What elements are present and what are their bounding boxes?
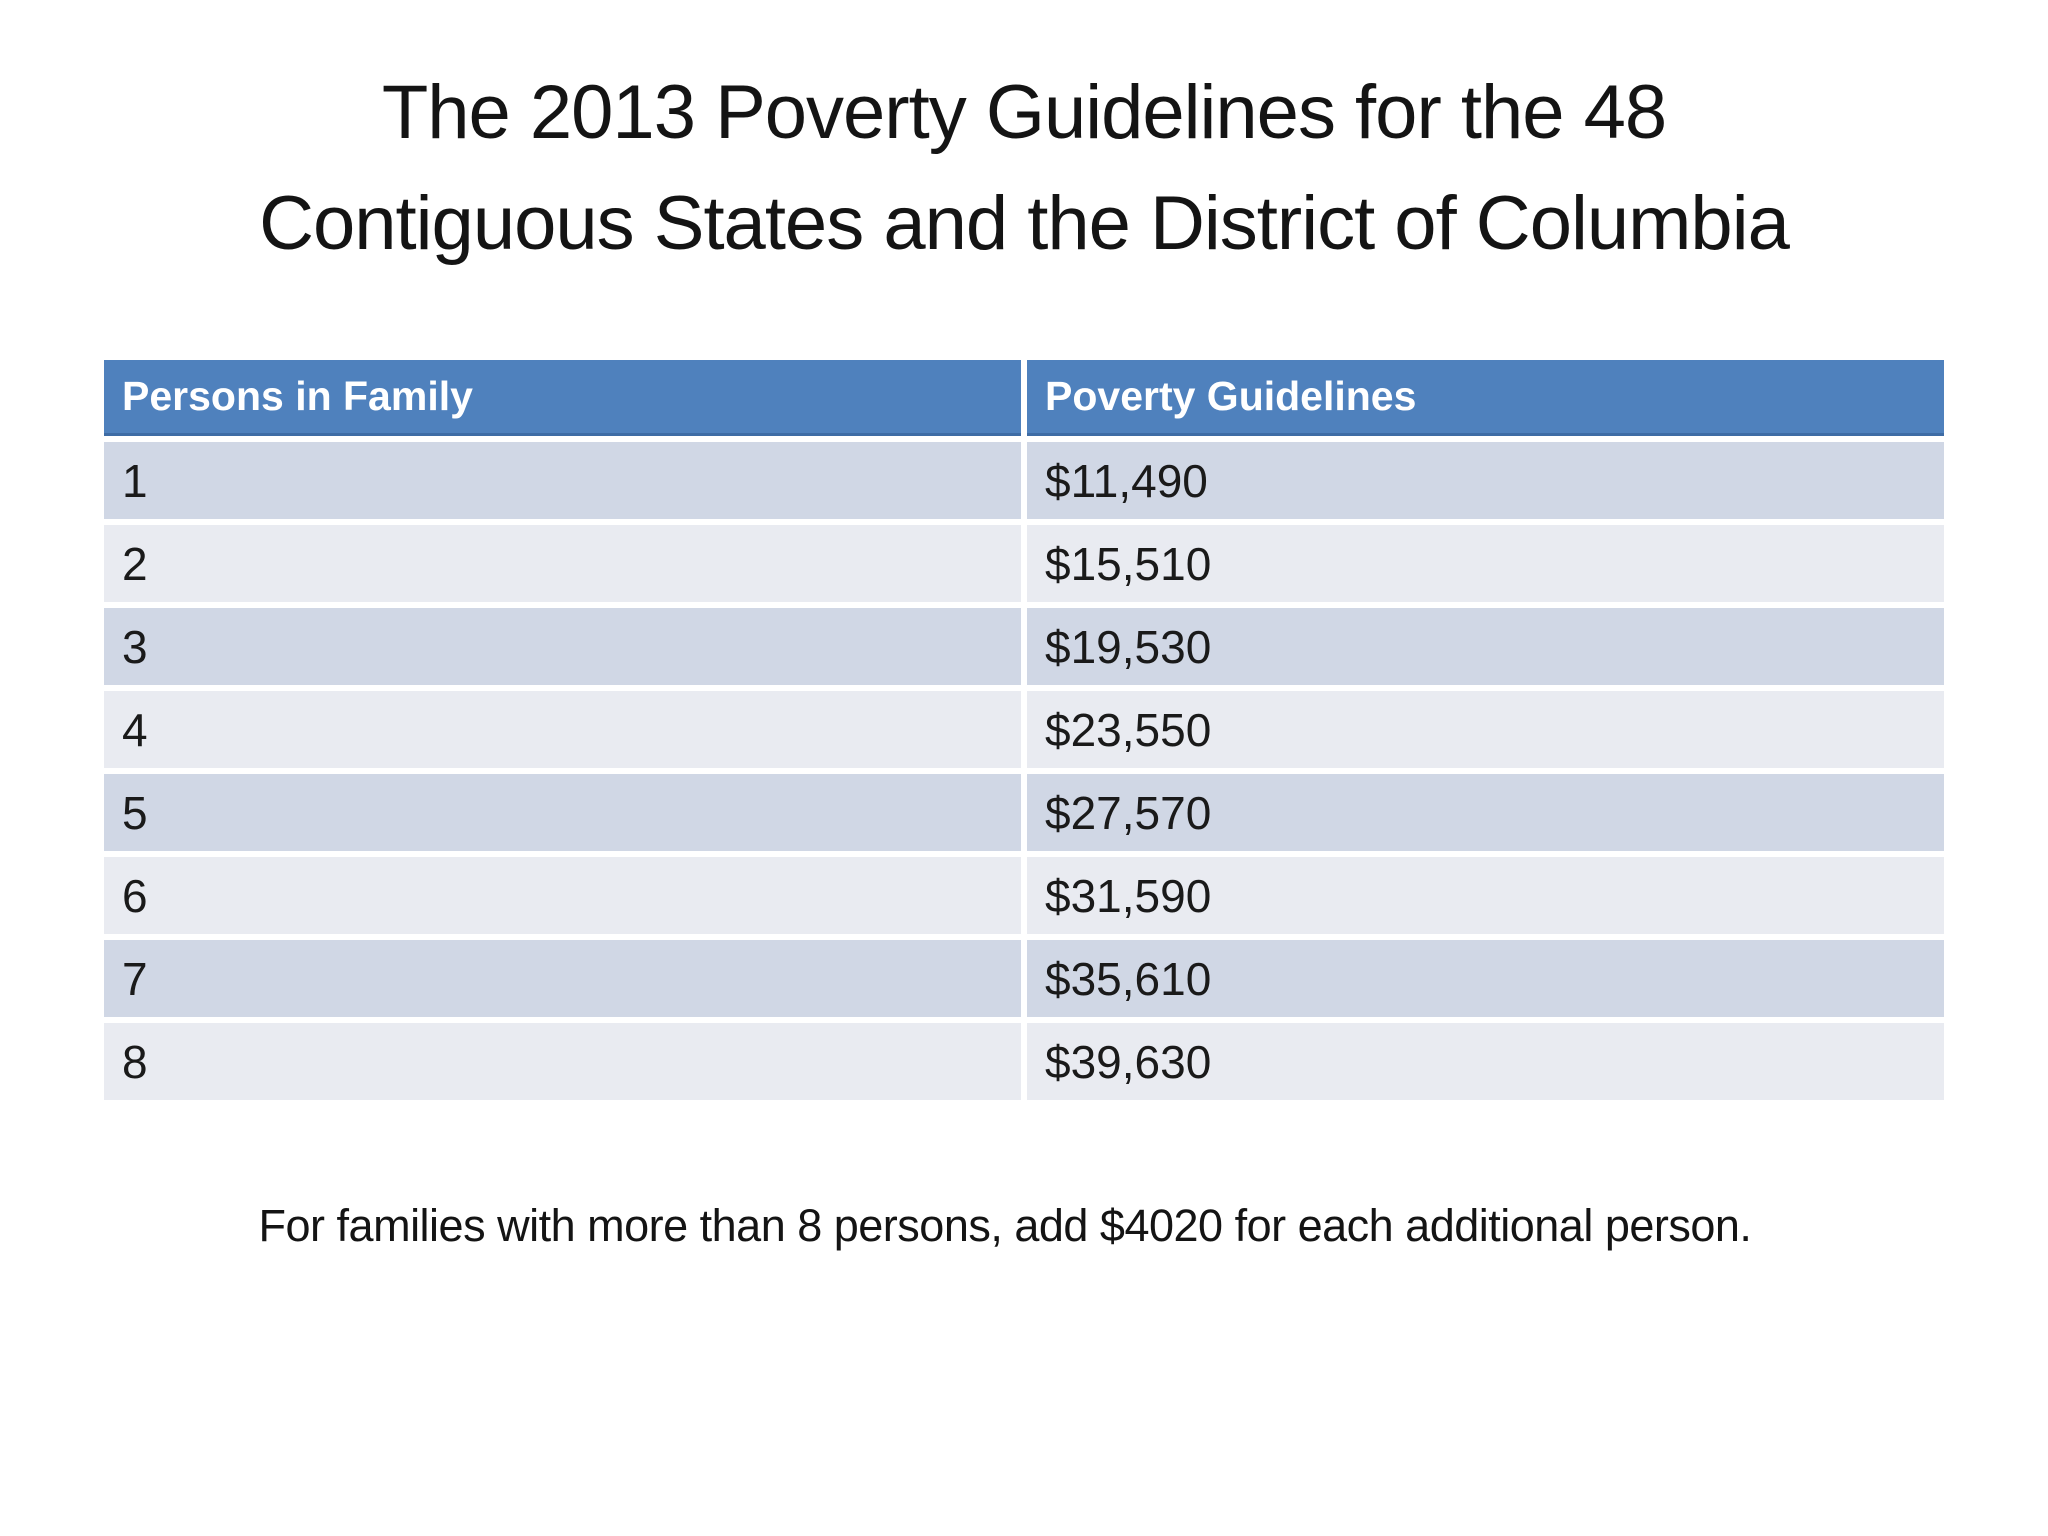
table-cell-persons: 1 <box>104 442 1021 519</box>
table-cell-persons: 8 <box>104 1023 1021 1100</box>
column-header-poverty-guidelines: Poverty Guidelines <box>1027 360 1944 436</box>
slide-title-line-1: The 2013 Poverty Guidelines for the 48 <box>381 70 1667 155</box>
table-cell-guideline: $19,530 <box>1027 608 1944 685</box>
table-cell-guideline: $39,630 <box>1027 1023 1944 1100</box>
slide-title-line-2: Contiguous States and the District of Co… <box>259 180 1790 266</box>
column-header-persons-in-family: Persons in Family <box>104 360 1021 436</box>
footnote: For families with more than 8 persons, a… <box>258 1200 1752 1251</box>
poverty-guidelines-table: Persons in Family Poverty Guidelines 1 $… <box>104 360 1944 1100</box>
table-cell-persons: 6 <box>104 857 1021 934</box>
table-cell-guideline: $31,590 <box>1027 857 1944 934</box>
table-cell-persons: 5 <box>104 774 1021 851</box>
table-cell-persons: 4 <box>104 691 1021 768</box>
table-cell-guideline: $23,550 <box>1027 691 1944 768</box>
table-cell-guideline: $15,510 <box>1027 525 1944 602</box>
table-cell-persons: 2 <box>104 525 1021 602</box>
table-cell-guideline: $35,610 <box>1027 940 1944 1017</box>
table-cell-persons: 3 <box>104 608 1021 685</box>
table-cell-guideline: $27,570 <box>1027 774 1944 851</box>
table-cell-persons: 7 <box>104 940 1021 1017</box>
table-cell-guideline: $11,490 <box>1027 442 1944 519</box>
slide-title: The 2013 Poverty Guidelines for the 48 C… <box>0 58 2048 280</box>
